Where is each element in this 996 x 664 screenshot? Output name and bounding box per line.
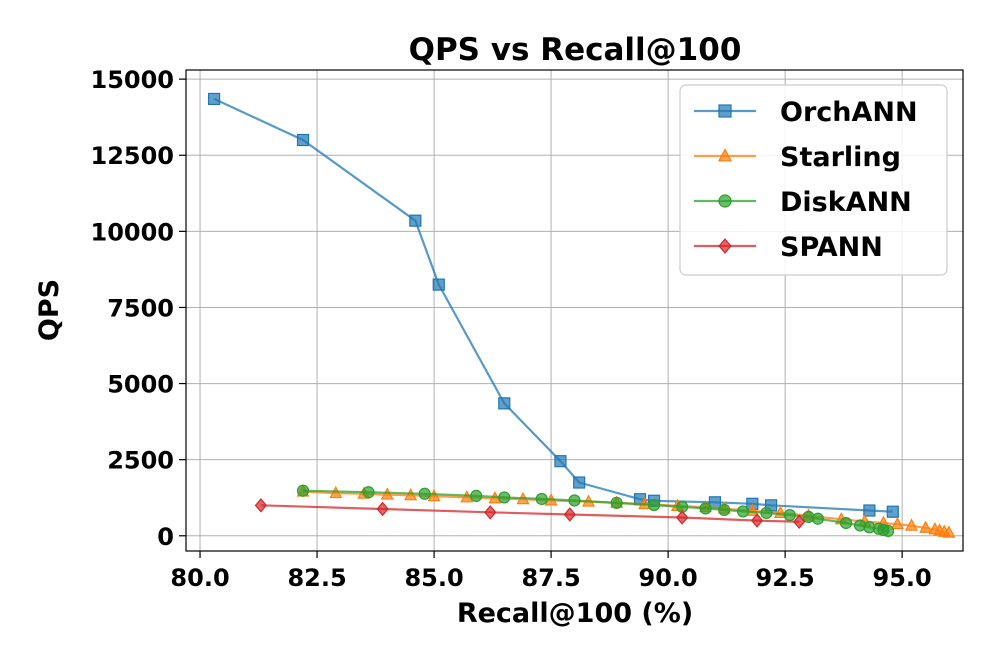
data-point-diskann: [699, 502, 712, 515]
legend-marker-starling: [718, 148, 732, 162]
data-point-diskann: [736, 505, 750, 518]
data-point-diskann: [839, 516, 853, 530]
data-point-orchann: [207, 92, 221, 106]
data-point-spann: [563, 507, 576, 522]
x-tick-label: 90.0: [639, 564, 698, 592]
legend-label-spann: SPANN: [780, 232, 883, 263]
data-point-diskann: [783, 508, 796, 522]
y-tick-label: 5000: [107, 371, 174, 399]
data-point-starling: [919, 520, 933, 533]
data-point-spann: [750, 513, 764, 528]
x-tick-label: 95.0: [873, 564, 932, 592]
plot-frame: [185, 69, 964, 552]
series-spann: [254, 498, 806, 530]
data-point-diskann: [882, 524, 895, 538]
x-axis-label: Recall@100 (%): [457, 598, 693, 629]
data-point-orchann: [886, 505, 899, 518]
series-line-starling: [302, 490, 950, 534]
legend-label-diskann: DiskANN: [780, 187, 912, 218]
data-point-diskann: [811, 512, 824, 525]
y-axis-label: QPS: [34, 279, 65, 341]
legend: OrchANN Starling DiskANN SPANN: [679, 84, 948, 276]
data-point-diskann: [718, 503, 731, 517]
plot-area: [207, 92, 956, 538]
legend-label-orchann: OrchANN: [780, 97, 918, 128]
y-tick-label: 2500: [107, 447, 174, 475]
legend-marker-diskann: [718, 194, 732, 208]
data-point-diskann: [760, 506, 773, 520]
axis-ticks: 80.0 82.5 85.0 87.5 90.0 92.5 95.0 0 2500 5000 750…: [91, 66, 932, 592]
legend-marker-orchann: [718, 104, 732, 118]
data-point-spann: [254, 498, 268, 513]
data-point-diskann: [647, 498, 661, 512]
data-point-orchann: [863, 504, 876, 517]
y-tick-label: 7500: [107, 294, 174, 322]
x-tick-label: 85.0: [404, 564, 463, 592]
y-tick-label: 15000: [91, 66, 175, 94]
legend-entry-spann: SPANN: [694, 232, 883, 263]
data-point-orchann: [432, 278, 445, 291]
data-point-diskann: [418, 487, 431, 500]
data-point-diskann: [535, 492, 548, 506]
data-point-orchann: [573, 476, 586, 489]
data-point-spann: [675, 510, 689, 525]
x-tick-label: 87.5: [521, 564, 580, 592]
data-point-starling: [942, 525, 956, 538]
data-point-diskann: [498, 491, 511, 504]
legend-label-starling: Starling: [780, 142, 901, 173]
data-point-starling: [890, 516, 904, 530]
data-point-diskann: [568, 494, 581, 507]
y-tick-label: 12500: [91, 142, 175, 170]
data-point-orchann: [498, 397, 511, 410]
y-tick-label: 0: [157, 523, 174, 551]
x-tick-label: 80.0: [170, 564, 229, 592]
y-tick-label: 10000: [91, 218, 175, 246]
data-point-diskann: [470, 489, 483, 502]
data-point-orchann: [554, 455, 567, 468]
series-orchann: [207, 92, 899, 518]
chart-title: QPS vs Recall@100: [409, 32, 742, 68]
legend-box: [679, 84, 948, 276]
x-tick-label: 82.5: [287, 564, 346, 592]
legend-entry-diskann: DiskANN: [694, 187, 912, 218]
legend-marker-spann: [718, 238, 732, 254]
data-point-orchann: [409, 214, 422, 227]
data-point-diskann: [610, 496, 623, 509]
data-point-diskann: [296, 484, 310, 497]
legend-entry-starling: Starling: [694, 142, 901, 173]
data-point-spann: [376, 501, 389, 517]
series-diskann: [296, 484, 895, 538]
data-point-starling: [905, 518, 919, 531]
data-point-diskann: [362, 486, 375, 499]
legend-entry-orchann: OrchANN: [694, 97, 918, 128]
data-point-spann: [484, 505, 497, 520]
data-point-spann: [793, 514, 806, 530]
data-point-orchann: [296, 133, 310, 147]
x-tick-label: 92.5: [756, 564, 815, 592]
